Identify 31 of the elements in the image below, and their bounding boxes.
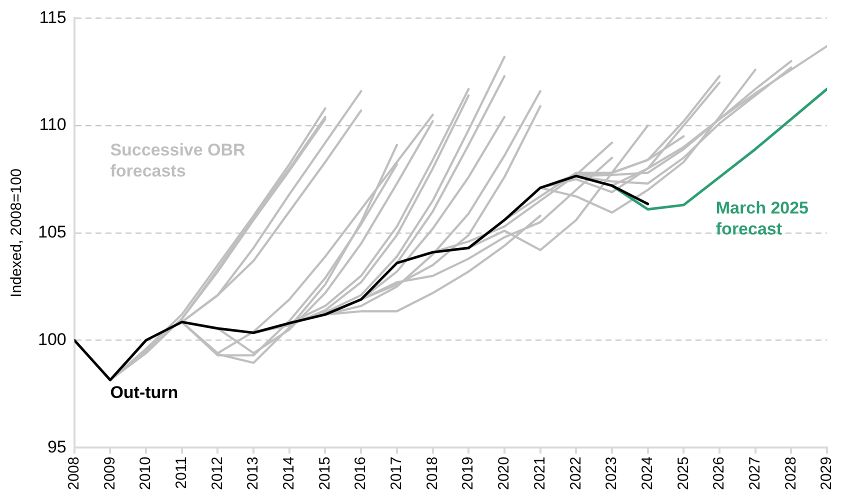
x-tick-label: 2020 [496,456,513,490]
x-tick-label: 2022 [567,456,584,490]
x-tick-label: 2015 [316,456,334,490]
x-tick-label: 2008 [66,456,83,490]
x-tick-label: 2013 [244,456,262,490]
x-tick-label: 2019 [460,456,477,490]
x-tick-label: 2017 [388,456,406,490]
series-label: March 2025 forecast [716,198,809,239]
y-tick-label: 110 [39,115,66,134]
x-tick-label: 2011 [173,456,190,489]
x-tick-label: 2014 [280,456,298,490]
x-tick-label: 2027 [746,456,764,490]
x-tick-label: 2009 [101,456,118,490]
x-tick-label: 2010 [137,456,154,490]
y-tick-label: 105 [38,222,66,242]
y-tick-label: 95 [47,437,66,456]
x-tick-label: 2028 [782,456,800,490]
x-tick-label: 2016 [352,456,370,490]
x-tick-label: 2012 [208,456,226,490]
x-tick-label: 2018 [424,456,441,490]
y-tick-label: 100 [38,330,66,349]
series-label: Successive OBR forecasts [110,140,246,181]
x-tick-label: 2023 [603,456,620,490]
series-label: Out-turn [110,383,178,402]
y-tick-label: 115 [39,8,66,27]
x-tick-label: 2025 [674,456,692,490]
x-tick-label: 2024 [638,456,656,490]
x-tick-label: 2026 [710,456,728,490]
y-axis-title: Indexed, 2008=100 [8,168,26,298]
x-tick-label: 2021 [531,456,548,490]
x-tick-label: 2029 [818,456,836,490]
